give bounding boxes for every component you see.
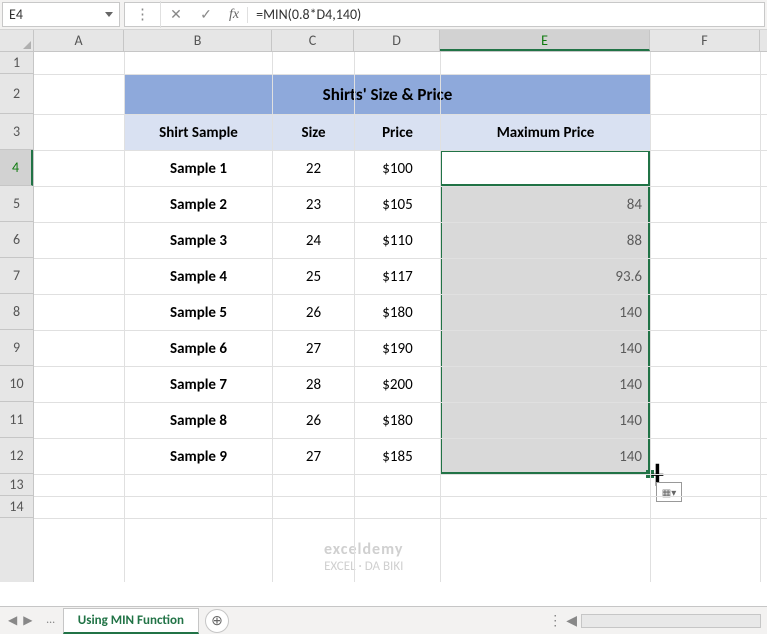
formula-bar: ⋮ ✕ ✓ fx =MIN(0.8*D4,140)	[124, 2, 765, 27]
table-cell[interactable]: 27	[273, 331, 355, 367]
table-cell[interactable]: Sample 2	[125, 187, 273, 223]
col-header-C[interactable]: C	[272, 30, 354, 51]
cells-area[interactable]: exceldemy EXCEL · DA BIKI Shirts' Size &…	[34, 52, 767, 582]
select-all-corner[interactable]	[0, 30, 34, 51]
tab-more-icon[interactable]: …	[46, 613, 54, 628]
table-cell[interactable]: 140	[441, 439, 651, 475]
row-header-12[interactable]: 12	[0, 438, 33, 474]
table-cell[interactable]: $185	[355, 439, 441, 475]
table-cell[interactable]: Sample 5	[125, 295, 273, 331]
new-sheet-button[interactable]: ⊕	[205, 609, 229, 633]
table-cell[interactable]: Sample 9	[125, 439, 273, 475]
table-cell[interactable]: 27	[273, 439, 355, 475]
table-row: Sample 526$180140	[125, 295, 651, 331]
horizontal-scroll: ⋮ ◀	[548, 612, 767, 629]
table-header: Size	[273, 115, 355, 151]
table-title: Shirts' Size & Price	[125, 75, 651, 115]
row-header-14[interactable]: 14	[0, 496, 33, 518]
data-table: Shirts' Size & PriceShirt SampleSizePric…	[124, 74, 651, 475]
row-headers: 1234567891011121314	[0, 52, 34, 582]
formula-input[interactable]: =MIN(0.8*D4,140)	[248, 6, 764, 23]
row-header-4[interactable]: 4	[0, 150, 33, 186]
table-cell[interactable]: 93.6	[441, 259, 651, 295]
table-cell[interactable]: $110	[355, 223, 441, 259]
scroll-divider: ⋮	[548, 612, 562, 629]
table-cell[interactable]: 24	[273, 223, 355, 259]
row-header-6[interactable]: 6	[0, 222, 33, 258]
table-cell[interactable]: $200	[355, 367, 441, 403]
row-header-11[interactable]: 11	[0, 402, 33, 438]
table-cell[interactable]: 140	[441, 295, 651, 331]
sheet-tab-active[interactable]: Using MIN Function	[63, 608, 199, 634]
scroll-track[interactable]	[581, 614, 761, 628]
tab-prev-icon[interactable]: ◀	[8, 613, 17, 628]
table-cell[interactable]: 140	[441, 367, 651, 403]
table-cell[interactable]: 26	[273, 403, 355, 439]
name-box[interactable]: E4	[2, 2, 120, 27]
col-header-A[interactable]: A	[34, 30, 124, 51]
table-row: Sample 122$10080	[125, 151, 651, 187]
table-cell[interactable]: Sample 8	[125, 403, 273, 439]
table-row: Sample 425$11793.6	[125, 259, 651, 295]
table-cell[interactable]: $100	[355, 151, 441, 187]
table-cell[interactable]: 25	[273, 259, 355, 295]
cancel-icon[interactable]: ✕	[161, 6, 191, 23]
row-header-13[interactable]: 13	[0, 474, 33, 496]
table-cell[interactable]: 22	[273, 151, 355, 187]
table-row: Sample 627$190140	[125, 331, 651, 367]
watermark: exceldemy EXCEL · DA BIKI	[324, 540, 403, 574]
table-cell[interactable]: Sample 4	[125, 259, 273, 295]
table-cell[interactable]: $117	[355, 259, 441, 295]
row-header-8[interactable]: 8	[0, 294, 33, 330]
table-cell[interactable]: 28	[273, 367, 355, 403]
table-cell[interactable]: Sample 1	[125, 151, 273, 187]
row-header-1[interactable]: 1	[0, 52, 33, 74]
autofill-options-button[interactable]: ▦▾	[656, 482, 682, 502]
row-header-3[interactable]: 3	[0, 114, 33, 150]
row-header-5[interactable]: 5	[0, 186, 33, 222]
table-cell[interactable]: 80	[441, 151, 651, 187]
table-cell[interactable]: $190	[355, 331, 441, 367]
tab-nav: ◀ ▶ …	[0, 613, 63, 628]
table-header: Price	[355, 115, 441, 151]
table-cell[interactable]: $105	[355, 187, 441, 223]
row-header-7[interactable]: 7	[0, 258, 33, 294]
column-headers: ABCDEF	[0, 30, 767, 52]
table-cell[interactable]: Sample 3	[125, 223, 273, 259]
table-row: Sample 324$11088	[125, 223, 651, 259]
formula-bar-row: E4 ⋮ ✕ ✓ fx =MIN(0.8*D4,140)	[0, 0, 767, 30]
col-header-B[interactable]: B	[124, 30, 272, 51]
table-header: Shirt Sample	[125, 115, 273, 151]
table-cell[interactable]: Sample 6	[125, 331, 273, 367]
table-cell[interactable]: 26	[273, 295, 355, 331]
table-row: Sample 826$180140	[125, 403, 651, 439]
col-header-D[interactable]: D	[354, 30, 440, 51]
table-cell[interactable]: 140	[441, 331, 651, 367]
table-cell[interactable]: 23	[273, 187, 355, 223]
table-cell[interactable]: Sample 7	[125, 367, 273, 403]
sheet-tab-bar: ◀ ▶ … Using MIN Function ⊕ ⋮ ◀	[0, 606, 767, 634]
table-cell[interactable]: $180	[355, 403, 441, 439]
table-cell[interactable]: 88	[441, 223, 651, 259]
row-header-9[interactable]: 9	[0, 330, 33, 366]
table-cell[interactable]: 84	[441, 187, 651, 223]
col-header-E[interactable]: E	[440, 30, 650, 51]
grid-area: 1234567891011121314 exceldemy EXCEL · DA…	[0, 52, 767, 582]
row-header-10[interactable]: 10	[0, 366, 33, 402]
table-cell[interactable]: 140	[441, 403, 651, 439]
table-row: Sample 728$200140	[125, 367, 651, 403]
table-row: Sample 927$185140	[125, 439, 651, 475]
table-cell[interactable]: $180	[355, 295, 441, 331]
name-box-value: E4	[9, 6, 23, 23]
table-header: Maximum Price	[441, 115, 651, 151]
row-header-2[interactable]: 2	[0, 74, 33, 114]
table-row: Sample 223$10584	[125, 187, 651, 223]
fx-dots-icon[interactable]: ⋮	[125, 1, 161, 28]
scroll-left-icon[interactable]: ◀	[566, 612, 577, 629]
enter-icon[interactable]: ✓	[191, 6, 221, 23]
fx-icon[interactable]: fx	[221, 7, 248, 23]
col-header-F[interactable]: F	[650, 30, 760, 51]
name-box-dropdown-icon[interactable]	[105, 12, 113, 17]
tab-next-icon[interactable]: ▶	[23, 613, 32, 628]
